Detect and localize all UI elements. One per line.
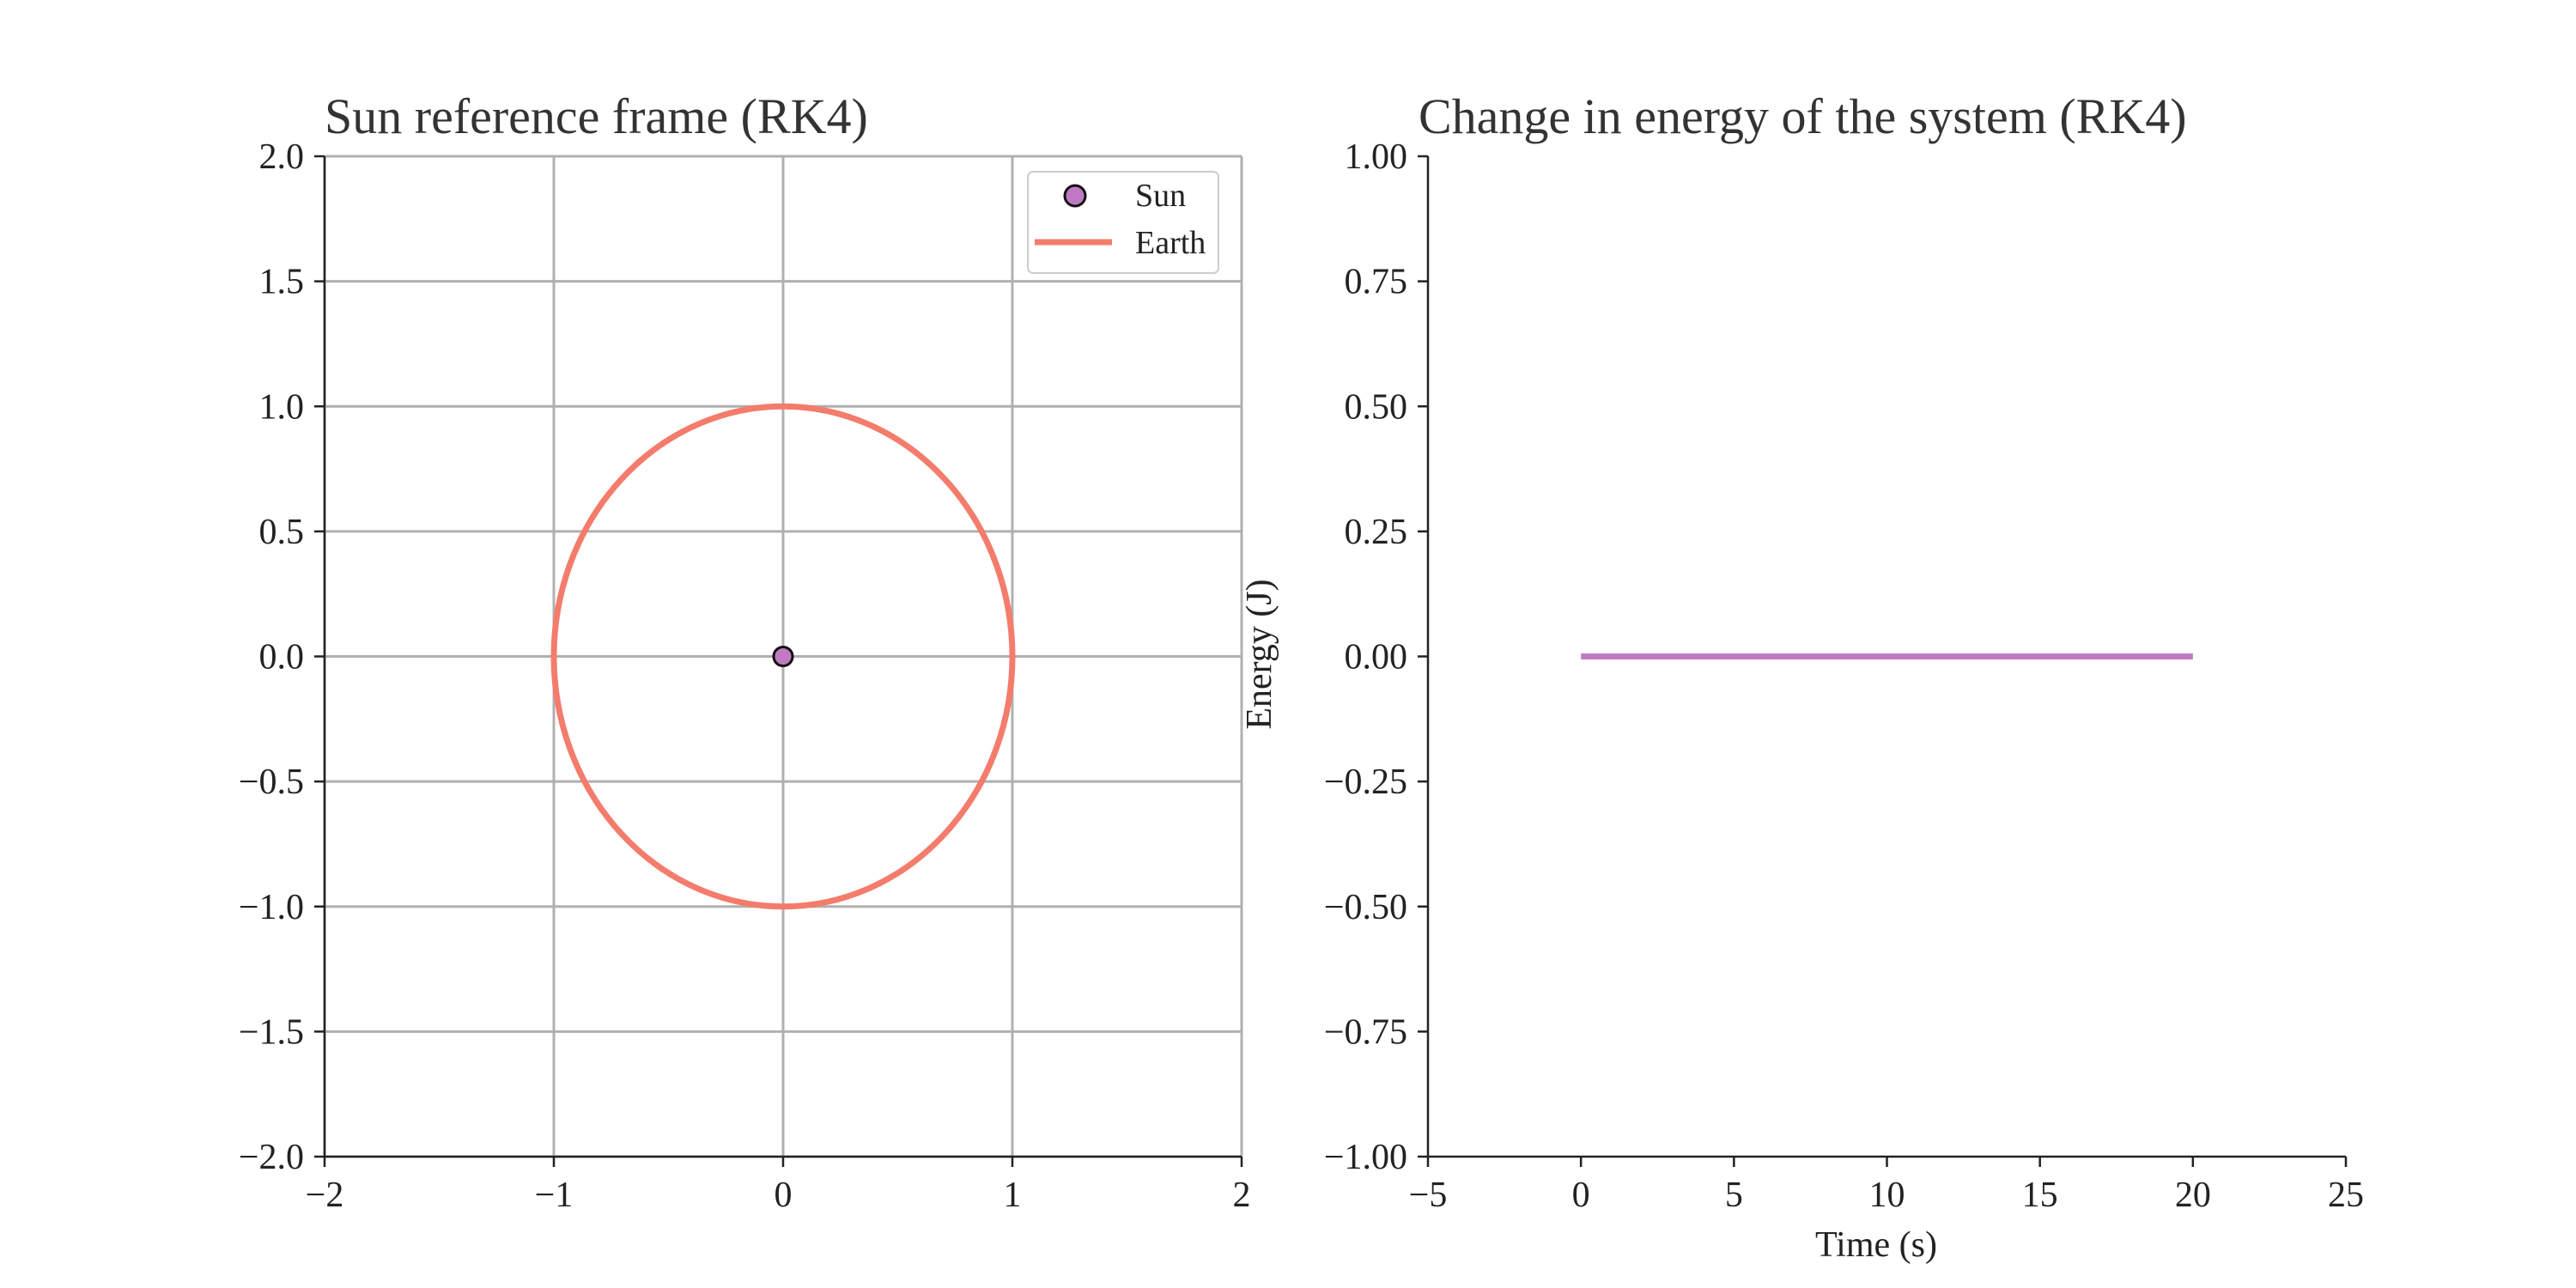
energy-x-axis-label: Time (s) [1815,1225,1937,1265]
sun-frame-x-tick-label: 1 [1004,1176,1022,1215]
energy-x-tick-label: 5 [1725,1176,1743,1215]
sun-frame-legend: Sun Earth [1027,171,1219,274]
sun-frame-x-tick-label: −2 [306,1176,344,1215]
sun-frame-x-tick-label: 2 [1233,1176,1251,1215]
sun-frame-title: Sun reference frame (RK4) [325,88,868,144]
sun-frame-series [550,403,1016,910]
sun-frame-y-tick-label: 2.0 [259,137,305,177]
energy-x-tick-label: 25 [2328,1176,2364,1215]
sun-marker [772,646,794,667]
energy-x-tick-label: 15 [2022,1176,2058,1215]
energy-x-tick-label: 20 [2175,1176,2211,1215]
energy-y-ticks: −1.00 −0.75 −0.50 −0.25 0.00 0.25 0.50 0.75 1.00 [1324,137,1428,1177]
energy-y-tick-label: −0.75 [1324,1012,1407,1052]
sun-frame-y-tick-label: 0.5 [259,513,305,552]
energy-y-tick-label: −0.50 [1324,888,1407,927]
energy-chart: Change in energy of the system (RK4) −5 0… [1240,88,2364,1265]
sun-frame-y-tick-label: −1.5 [239,1012,304,1052]
energy-y-axis-label: Energy (J) [1240,579,1279,729]
energy-y-tick-label: 0.75 [1345,263,1408,302]
sun-frame-y-ticks: −2.0 −1.5 −1.0 −0.5 0.0 0.5 1.0 1.5 2.0 [239,137,325,1177]
energy-y-tick-label: 0.25 [1345,513,1408,552]
sun-frame-x-tick-label: 0 [775,1176,793,1215]
sun-frame-x-ticks: −2 −1 0 1 2 [306,1157,1251,1215]
energy-x-tick-label: −5 [1409,1176,1448,1215]
sun-frame-chart: Sun reference frame (RK4) −2 −1 0 1 2 −2.0 −1… [239,88,1251,1215]
energy-title: Change in energy of the system (RK4) [1419,88,2187,144]
legend-sun-label: Sun [1135,178,1186,214]
energy-x-ticks: −5 0 5 10 15 20 25 [1409,1157,2364,1215]
energy-y-tick-label: −0.25 [1324,762,1407,802]
energy-y-tick-label: 0.00 [1345,638,1408,677]
sun-frame-y-tick-label: −2.0 [239,1138,304,1177]
sun-frame-y-tick-label: −1.0 [239,888,304,927]
energy-y-tick-label: 0.50 [1345,387,1408,427]
sun-frame-y-tick-label: 1.0 [259,387,305,427]
legend-earth-label: Earth [1135,225,1206,261]
sun-frame-y-tick-label: 1.5 [259,263,305,302]
earth-orbit-line [550,403,1016,910]
legend-sun-marker [1063,184,1087,208]
energy-x-tick-label: 10 [1869,1176,1905,1215]
energy-y-tick-label: 1.00 [1345,137,1408,177]
sun-frame-y-tick-label: −0.5 [239,762,304,802]
sun-frame-x-tick-label: −1 [535,1176,574,1215]
energy-x-tick-label: 0 [1572,1176,1590,1215]
energy-y-tick-label: −1.00 [1324,1138,1407,1177]
sun-frame-y-tick-label: 0.0 [259,638,305,677]
